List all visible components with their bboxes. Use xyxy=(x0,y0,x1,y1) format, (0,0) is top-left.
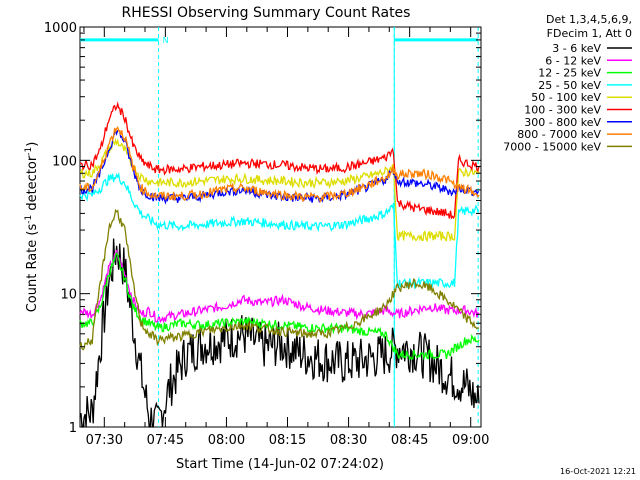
series-line-6 xyxy=(79,129,479,205)
y-axis-label: Count Rate (s-1 detector-1) xyxy=(24,142,40,313)
legend-entry-label: 300 - 800 keV xyxy=(524,116,601,129)
legend-entry-label: 800 - 7000 keV xyxy=(517,128,601,141)
series-line-8 xyxy=(79,208,480,351)
x-tick-label: 07:45 xyxy=(147,433,184,448)
x-tick-label: 08:45 xyxy=(391,433,428,448)
timestamp: 16-Oct-2021 12:21 xyxy=(560,467,636,476)
x-tick-label: 08:30 xyxy=(330,433,367,448)
y-axis-label-sup2: -1 xyxy=(24,147,34,156)
legend-entry-label: 50 - 100 keV xyxy=(531,91,601,104)
legend-entry-label: 7000 - 15000 keV xyxy=(503,140,601,153)
y-axis-label-main: Count Rate (s xyxy=(25,224,40,313)
series-line-4 xyxy=(79,137,480,243)
series-line-1 xyxy=(79,249,480,324)
legend-entry-label: 12 - 25 keV xyxy=(538,67,601,80)
legend-entry-label: 6 - 12 keV xyxy=(545,54,601,67)
legend-entry-label: 100 - 300 keV xyxy=(524,104,601,117)
series-layer xyxy=(79,101,480,428)
series-line-5 xyxy=(79,101,480,220)
legend: Det 1,3,4,5,6,9, FDecim 1, Att 0 3 - 6 k… xyxy=(503,13,632,153)
plot-area xyxy=(79,26,482,428)
x-tick-label: 08:15 xyxy=(269,433,306,448)
y-axis-label-tail: detector xyxy=(25,155,40,215)
series-line-2 xyxy=(79,251,480,361)
y-axis-label-close: ) xyxy=(25,142,40,147)
attenuator-label: N xyxy=(163,36,169,45)
y-tick-label: 10 xyxy=(60,288,77,303)
y-tick-label: 100 xyxy=(52,154,77,169)
series-line-3 xyxy=(79,171,480,290)
series-line-0 xyxy=(79,238,480,428)
series-line-7 xyxy=(79,126,480,203)
y-tick-label: 1000 xyxy=(44,21,77,36)
chart-title: RHESSI Observing Summary Count Rates xyxy=(122,5,411,21)
legend-entry-label: 25 - 50 keV xyxy=(538,79,601,92)
legend-header-line-1: Det 1,3,4,5,6,9, xyxy=(546,13,632,26)
x-tick-label: 07:30 xyxy=(86,433,123,448)
y-tick-label: 1 xyxy=(69,421,77,436)
x-tick-label: 08:00 xyxy=(208,433,245,448)
x-axis-label: Start Time (14-Jun-02 07:24:02) xyxy=(176,457,384,472)
y-axis-label-sup1: -1 xyxy=(24,215,34,224)
axes-layer: 1 10 100 1000 07:30 07:45 08:00 08:15 08:30 08:45… xyxy=(44,21,490,448)
x-tick-label: 09:00 xyxy=(452,433,489,448)
legend-header-line-2: FDecim 1, Att 0 xyxy=(547,27,632,40)
legend-entry-label: 3 - 6 keV xyxy=(552,42,601,55)
